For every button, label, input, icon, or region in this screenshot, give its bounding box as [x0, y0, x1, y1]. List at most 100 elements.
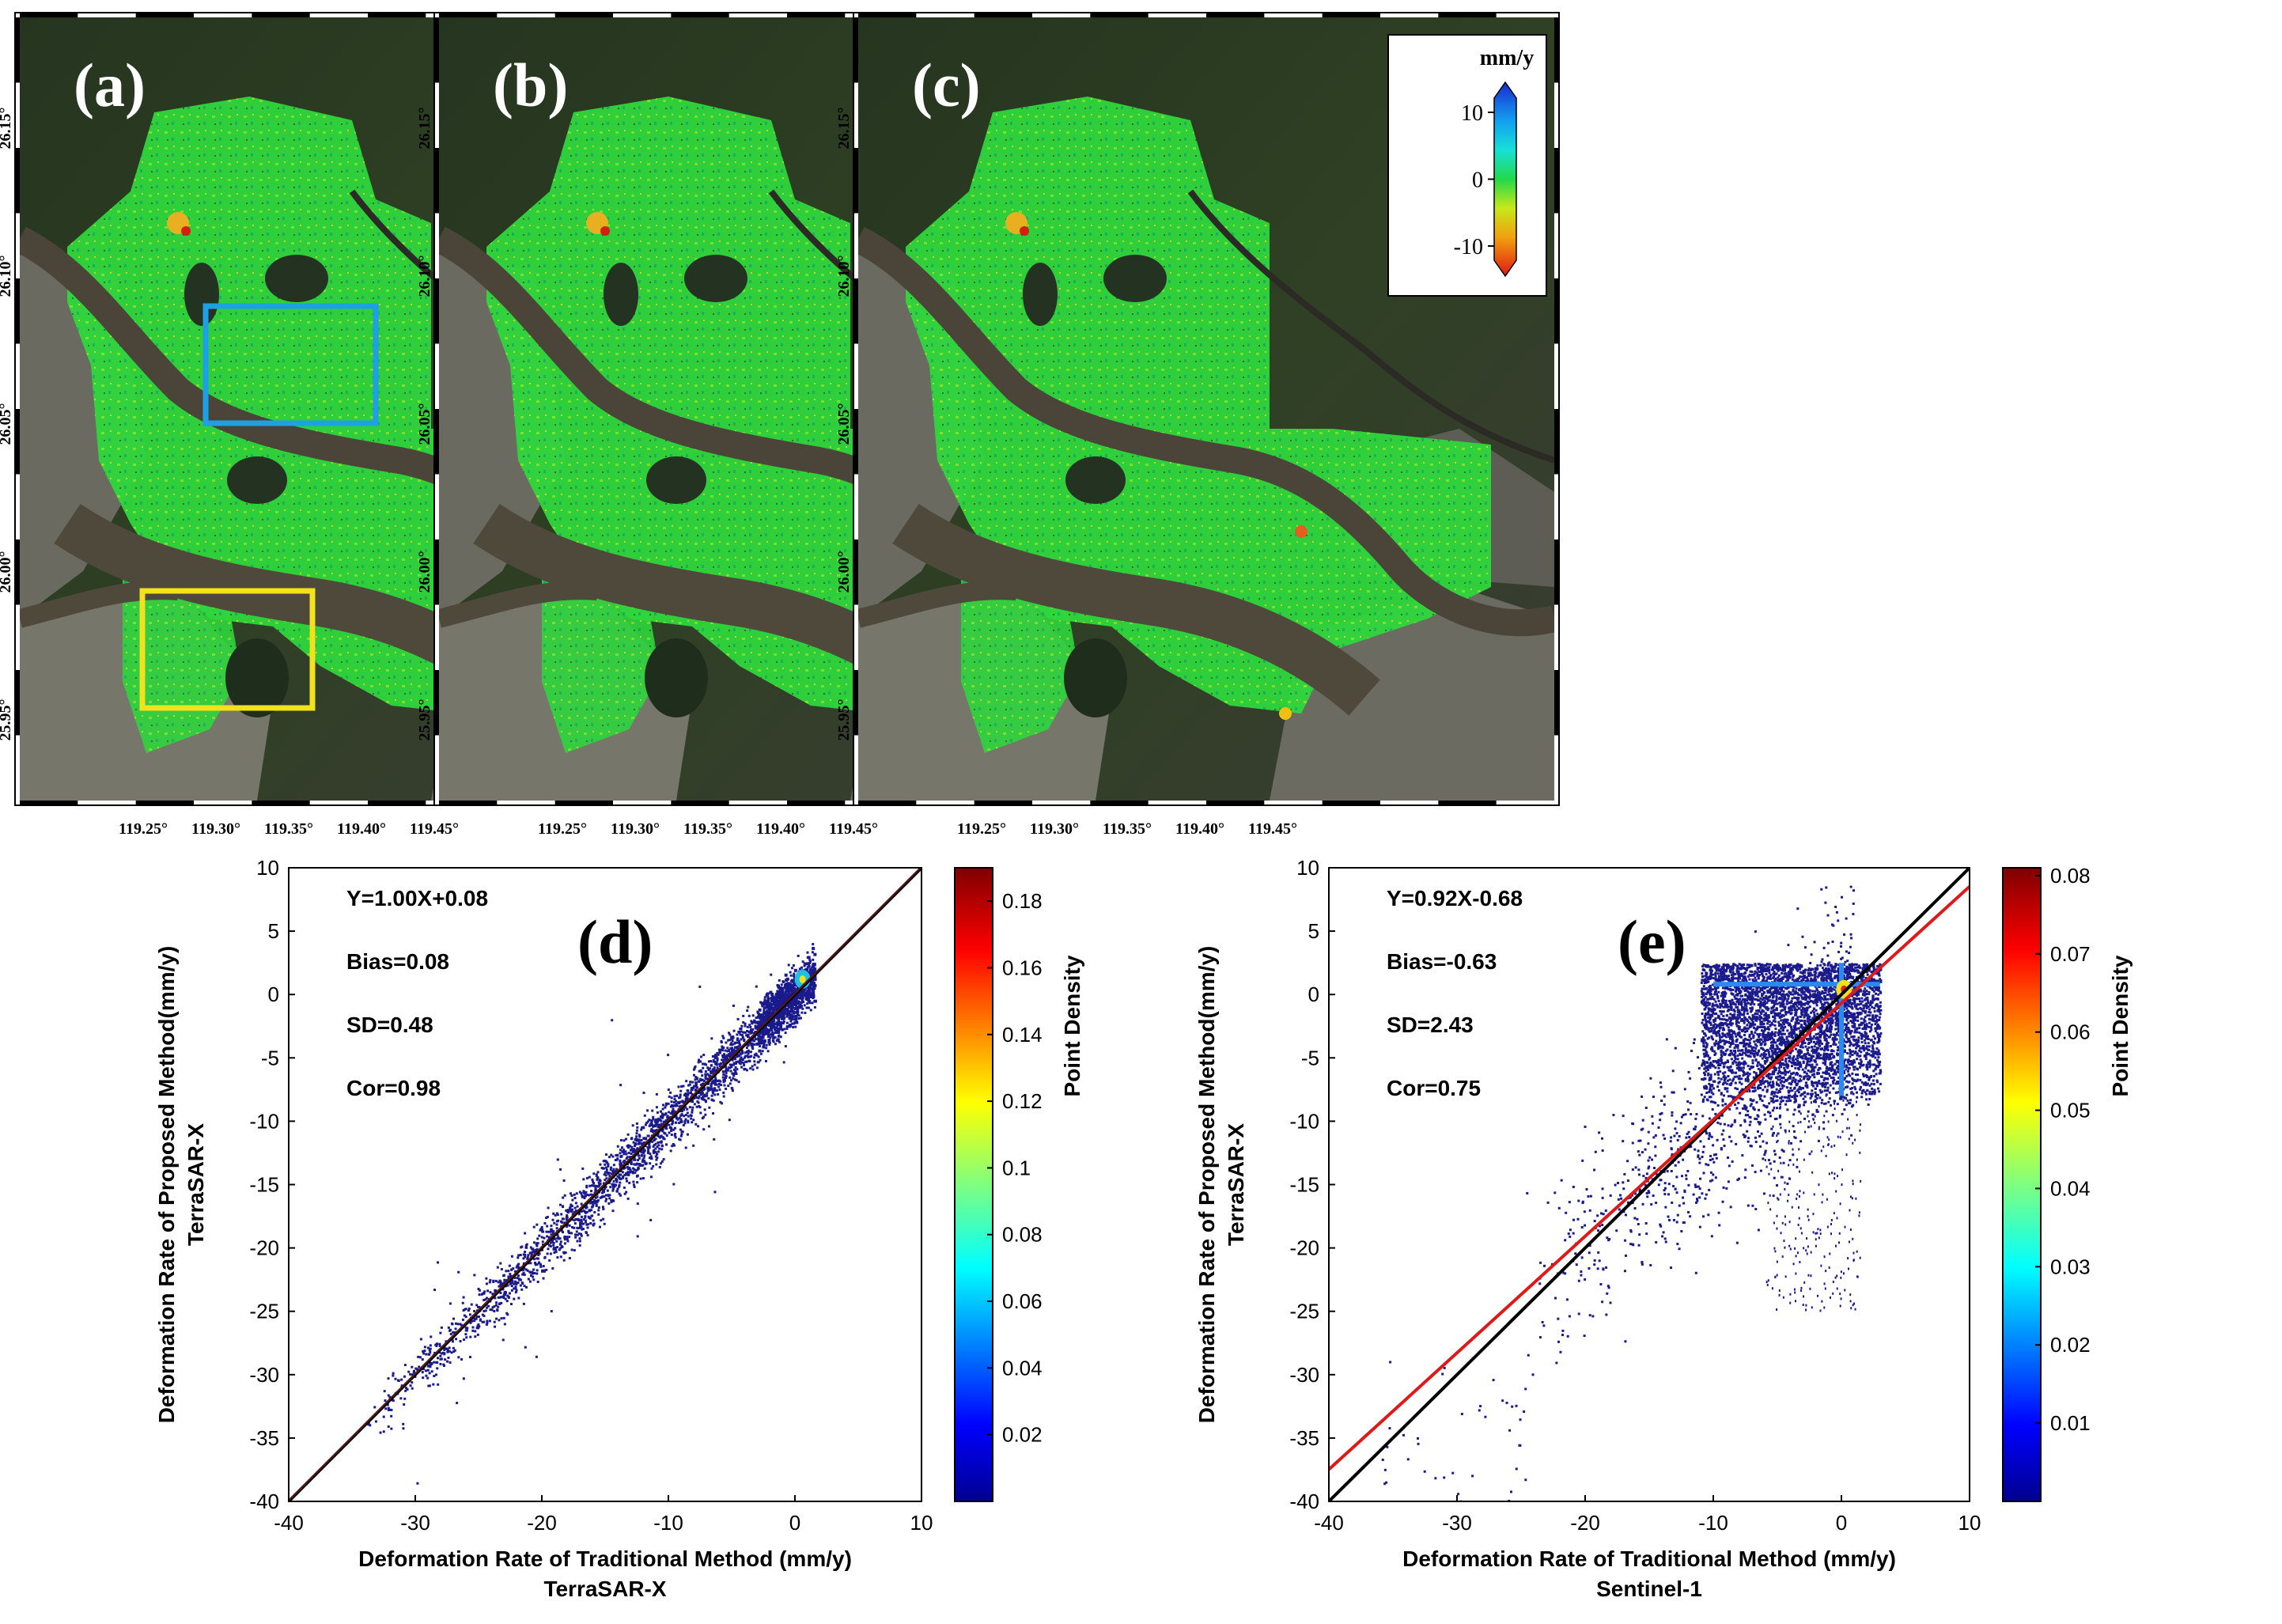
scatter-point — [701, 1089, 704, 1092]
scatter-point — [1731, 1022, 1734, 1025]
scatter-point — [1852, 1035, 1855, 1039]
scatter-point — [1799, 1074, 1802, 1077]
scatter-point — [1856, 1008, 1860, 1011]
scatter-point — [615, 1168, 619, 1171]
scatter-point — [505, 1270, 508, 1273]
scatter-point — [721, 1054, 725, 1057]
scatter-point — [421, 1358, 424, 1361]
scatter-point — [1849, 1020, 1852, 1023]
scatter-point — [797, 954, 800, 957]
scatter-point — [633, 1163, 636, 1166]
scatter-point — [1741, 966, 1744, 969]
lat-tick-label: 26.15° — [835, 108, 853, 150]
scatter-point — [660, 1144, 664, 1147]
scatter-point — [578, 1237, 581, 1240]
scatter-point — [1837, 1024, 1840, 1028]
scatter-point — [769, 1002, 773, 1006]
scatter-point — [556, 1236, 559, 1240]
scatter-point — [619, 1084, 623, 1087]
scatter-point — [593, 1211, 596, 1214]
scatter-point — [692, 1144, 695, 1147]
scatter-point — [775, 997, 779, 1001]
scatter-point — [551, 1239, 554, 1242]
scatter-point — [483, 1290, 486, 1293]
scatter-point — [556, 1158, 559, 1161]
scatter-point — [462, 1377, 465, 1380]
scatter-point — [483, 1315, 486, 1318]
colorbar-tick-label: 0.02 — [1002, 1423, 1043, 1447]
scatter-point — [532, 1272, 535, 1275]
scatter-point — [793, 983, 797, 987]
scatter-point — [678, 1096, 681, 1100]
scatter-point — [721, 1056, 725, 1059]
scatter-point — [612, 1168, 615, 1171]
map-border-segment — [1206, 13, 1265, 17]
scatter-point — [782, 1011, 786, 1015]
scatter-point — [551, 1232, 554, 1235]
scatter-point — [1830, 1044, 1833, 1047]
scatter-point — [1745, 979, 1748, 982]
scatter-point — [811, 968, 815, 972]
scatter-point — [452, 1317, 455, 1320]
scatter-point — [1710, 1046, 1713, 1049]
scatter-point — [532, 1278, 535, 1281]
scatter-point — [1872, 1069, 1875, 1073]
scatter-point — [700, 1093, 703, 1096]
scatter-point — [781, 996, 785, 1000]
y-tick-label: 10 — [256, 856, 279, 880]
scatter-point — [522, 1268, 525, 1271]
scatter-point — [616, 1153, 619, 1156]
scatter-point — [770, 1029, 774, 1032]
scatter-point — [1776, 964, 1779, 967]
scatter-point — [592, 1172, 596, 1175]
scatter-point — [1788, 1011, 1791, 1014]
scatter-point — [610, 1172, 613, 1175]
scatter-point — [1750, 970, 1754, 973]
scatter-point — [1832, 1050, 1835, 1053]
scatter-point — [569, 1192, 572, 1195]
scatter-point — [679, 1134, 683, 1138]
map-border-segment — [853, 17, 858, 83]
scatter-point — [1758, 974, 1762, 977]
scatter-point — [562, 1196, 565, 1199]
scatter-point — [1788, 1057, 1792, 1060]
scatter-point — [411, 1387, 414, 1390]
scatter-point — [796, 994, 800, 997]
scatter-point — [649, 1130, 653, 1133]
scatter-point — [679, 1104, 683, 1107]
scatter-point — [1778, 1001, 1781, 1005]
scatter-point — [476, 1333, 479, 1336]
scatter-point — [706, 1073, 710, 1076]
scatter-point — [813, 977, 817, 981]
scatter-point — [692, 1086, 695, 1089]
scatter-point — [623, 1186, 626, 1189]
scatter-point — [1760, 1004, 1763, 1007]
scatter-point — [1761, 1078, 1764, 1081]
scatter-point — [1763, 1026, 1766, 1029]
scatter-point — [1759, 1005, 1762, 1008]
scatter-point — [770, 1026, 774, 1030]
roi-box-blue-1 — [202, 303, 379, 426]
scatter-point — [1759, 1054, 1762, 1058]
scatter-point — [582, 1190, 585, 1193]
scatter-point — [1752, 1049, 1755, 1052]
scatter-point — [813, 987, 816, 990]
scatter-point — [1826, 1041, 1830, 1044]
scatter-point — [658, 1125, 661, 1128]
scatter-point — [775, 1006, 779, 1010]
scatter-point — [655, 1092, 658, 1096]
scatter-point — [627, 1173, 630, 1176]
scatter-point — [736, 1060, 740, 1063]
scatter-point — [698, 985, 702, 988]
scatter-point — [1871, 1014, 1875, 1017]
scatter-point — [493, 1305, 496, 1308]
scatter-point — [642, 1126, 645, 1130]
scatter-point — [1762, 1076, 1765, 1079]
scatter-point — [794, 1025, 797, 1028]
scatter-point — [1781, 1058, 1784, 1062]
scatter-point — [748, 1024, 751, 1027]
scatter-point — [455, 1338, 458, 1341]
scatter-point — [1719, 1002, 1722, 1005]
scatter-point — [502, 1297, 505, 1300]
